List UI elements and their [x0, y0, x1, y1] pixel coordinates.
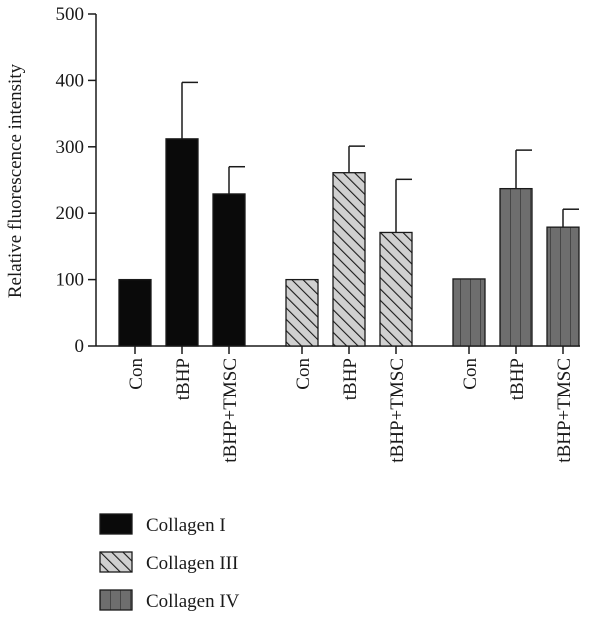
bar — [499, 187, 533, 347]
category-label: tBHP+TMSC — [220, 358, 241, 463]
category-label: tBHP+TMSC — [387, 358, 408, 463]
y-tick-label: 0 — [75, 336, 85, 357]
legend-swatch — [99, 513, 133, 535]
category-label: tBHP — [507, 358, 528, 400]
category-label: tBHP — [173, 358, 194, 400]
legend-entry: Collagen I — [146, 515, 226, 536]
bar — [118, 278, 152, 347]
y-tick-label: 300 — [56, 137, 85, 158]
y-tick-label: 500 — [56, 4, 85, 25]
y-tick-label: 100 — [56, 270, 85, 291]
category-labels: Con tBHP tBHP+TMSC Con tBHP tBHP+TMSC Con tBHP t… — [126, 358, 575, 463]
bar — [379, 231, 413, 347]
legend: Collagen I Collagen III Collagen IV — [99, 513, 240, 612]
category-label: Con — [460, 358, 481, 390]
bar — [452, 278, 486, 347]
bar — [546, 226, 580, 347]
bar — [212, 193, 246, 347]
category-label: tBHP — [340, 358, 361, 400]
category-label: tBHP+TMSC — [554, 358, 575, 463]
bar — [285, 278, 319, 347]
bar — [165, 138, 199, 347]
axis-layer: 0 100 200 300 400 500 — [56, 4, 580, 357]
category-label: Con — [293, 358, 314, 390]
legend-swatch — [99, 589, 133, 611]
y-tick-label: 200 — [56, 203, 85, 224]
y-tick-label: 400 — [56, 70, 85, 91]
legend-swatch — [99, 551, 133, 573]
legend-entry: Collagen IV — [146, 591, 240, 612]
bar — [332, 172, 366, 347]
category-label: Con — [126, 358, 147, 390]
legend-entry: Collagen III — [146, 553, 238, 574]
bars-layer — [118, 81, 580, 347]
y-axis-title: Relative fluorescence intensity — [5, 63, 26, 298]
